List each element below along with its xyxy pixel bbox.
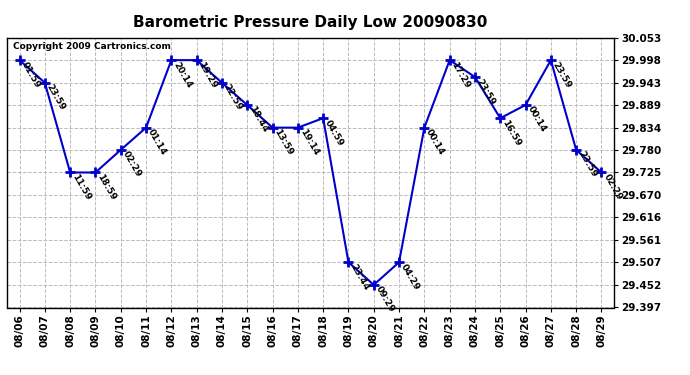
Text: 23:59: 23:59 bbox=[576, 150, 598, 179]
Text: 04:59: 04:59 bbox=[323, 118, 345, 148]
Text: 00:14: 00:14 bbox=[526, 105, 548, 134]
Text: 23:59: 23:59 bbox=[551, 60, 573, 90]
Text: 23:59: 23:59 bbox=[475, 77, 497, 106]
Text: 22:59: 22:59 bbox=[222, 83, 244, 112]
Text: 13:59: 13:59 bbox=[273, 128, 295, 157]
Text: 23:44: 23:44 bbox=[348, 262, 371, 292]
Text: 04:29: 04:29 bbox=[399, 262, 421, 292]
Text: 11:59: 11:59 bbox=[70, 172, 92, 202]
Text: 01:59: 01:59 bbox=[19, 60, 41, 89]
Text: 16:59: 16:59 bbox=[500, 118, 522, 148]
Text: 19:29: 19:29 bbox=[197, 60, 219, 90]
Text: 02:29: 02:29 bbox=[602, 172, 624, 202]
Text: Copyright 2009 Cartronics.com: Copyright 2009 Cartronics.com bbox=[13, 42, 171, 51]
Text: 09:29: 09:29 bbox=[374, 285, 396, 314]
Text: 23:59: 23:59 bbox=[45, 83, 67, 112]
Text: 18:59: 18:59 bbox=[95, 172, 117, 202]
Text: 19:14: 19:14 bbox=[298, 128, 320, 157]
Text: 01:14: 01:14 bbox=[146, 128, 168, 157]
Text: 17:29: 17:29 bbox=[450, 60, 472, 90]
Text: 18:44: 18:44 bbox=[247, 105, 270, 135]
Text: Barometric Pressure Daily Low 20090830: Barometric Pressure Daily Low 20090830 bbox=[133, 15, 488, 30]
Text: 20:14: 20:14 bbox=[171, 60, 193, 89]
Text: 00:14: 00:14 bbox=[424, 128, 446, 157]
Text: 02:29: 02:29 bbox=[121, 150, 143, 179]
